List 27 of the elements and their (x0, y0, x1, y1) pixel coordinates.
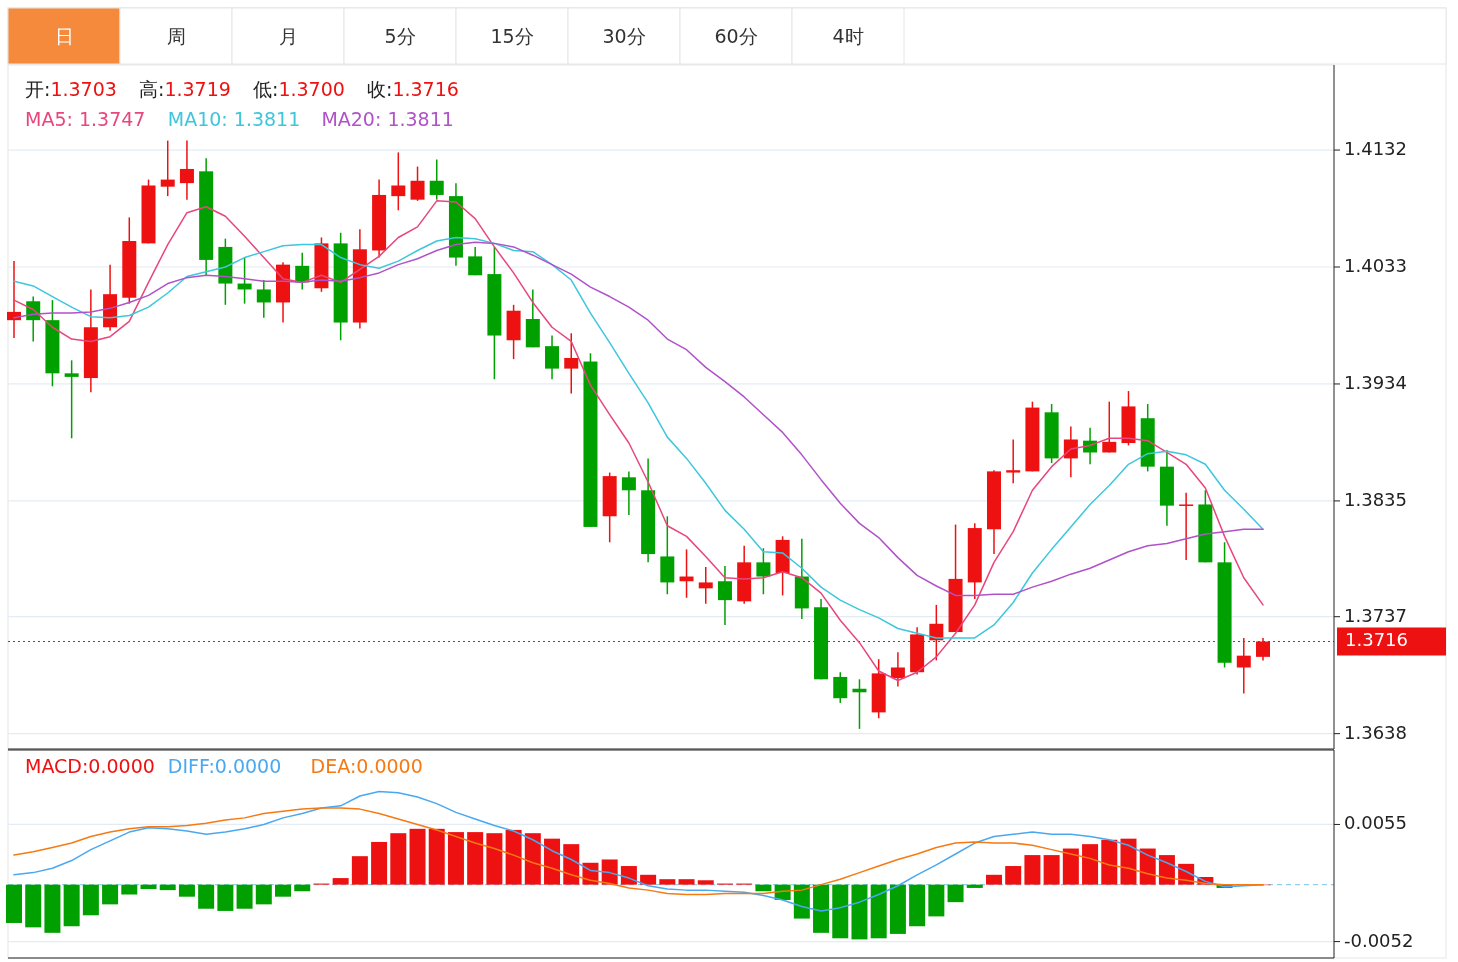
text: MACD:0.0000 (25, 754, 155, 777)
tab-button: 60分 (679, 7, 793, 65)
tab-button: 日 (7, 7, 121, 65)
text: MA5: 1.3747 (25, 107, 146, 130)
annotation: 开:1.3703 (25, 77, 117, 100)
tab-button: 周 (119, 7, 233, 65)
annotation: 收:1.3716 (367, 77, 459, 100)
tab-button: 月 (231, 7, 345, 65)
annotation: 低:1.3700 (253, 77, 345, 100)
tab-button: 5分 (343, 7, 457, 65)
y-tick-label: 1.3835 (1344, 488, 1407, 510)
text: DIFF:0.0000 (167, 754, 282, 777)
y-tick-label: 1.3737 (1344, 604, 1407, 626)
text: MA10: 1.3811 (167, 107, 301, 130)
y-tick-label: 1.4132 (1344, 138, 1407, 160)
text: MA20: 1.3811 (321, 107, 454, 130)
series-label: DEA:0.0000 (310, 754, 423, 777)
annotation: 高:1.3719 (139, 77, 231, 100)
y-tick-label: -0.0052 (1344, 929, 1414, 951)
tab-button: 4时 (791, 7, 905, 65)
y-tick-label: 1.3638 (1344, 721, 1407, 743)
ref-line-label: 1.3716 (1345, 629, 1408, 651)
tab-button: 15分 (455, 7, 569, 65)
tab-button: 30分 (567, 7, 681, 65)
y-tick-label: 1.3934 (1344, 371, 1407, 393)
y-tick-label: 1.4033 (1344, 255, 1407, 277)
y-tick-label: 0.0055 (1344, 812, 1407, 834)
